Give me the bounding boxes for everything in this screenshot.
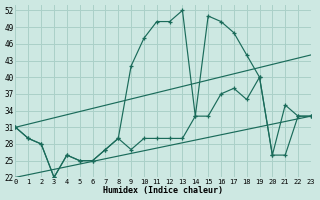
- X-axis label: Humidex (Indice chaleur): Humidex (Indice chaleur): [103, 186, 223, 195]
